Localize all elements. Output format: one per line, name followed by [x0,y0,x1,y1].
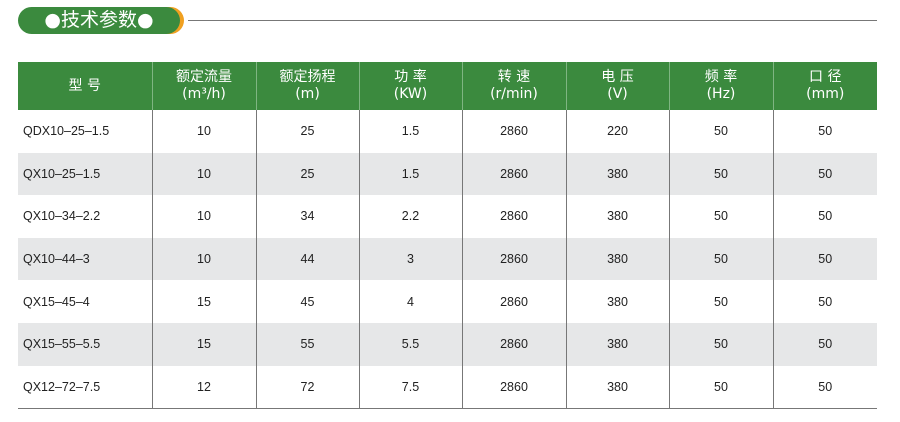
table-cell: QX10–34–2.2 [23,209,101,224]
table-cell: 380 [565,195,669,238]
table-row: QX10–34–2.2 10 34 2.2 2860 380 50 50 [18,195,877,238]
column-header: 口 径 (mm) [772,62,877,110]
table-cell: 380 [565,365,669,410]
table-cell: 15 [151,322,256,366]
header-line: (r/min) [490,86,538,102]
table-cell: 50 [668,195,773,238]
table-cell: 380 [565,237,669,281]
column-header: 转 速 (r/min) [461,62,566,110]
table-cell: 220 [565,110,669,153]
table-cell: QX15–55–5.5 [18,322,152,366]
table-cell: QDX10–25–1.5 [23,124,110,139]
table-cell: 2860 [461,280,566,323]
table-cell: 7.5 [358,365,462,410]
header-line: (KW) [393,86,428,102]
table-cell: 4 [358,280,462,323]
table-row: QX15–55–5.5 15 55 5.5 2860 380 50 50 [18,322,877,366]
header-line: (Hz) [706,86,736,102]
column-header: 功 率 (KW) [358,62,462,110]
table-cell: 44 [255,237,359,281]
table-cell: 72 [255,365,359,410]
table-cell: 50 [668,152,773,196]
table-cell: 50 [668,110,773,153]
table-row: QX15–45–4 15 45 4 2860 380 50 50 [18,280,877,323]
table-cell: 15 [151,280,256,323]
table-cell: QX10–25–1.5 [18,152,152,196]
column-header: 电 压 (V) [565,62,669,110]
table-cell: 10 [151,237,256,281]
table-cell: 45 [255,280,359,323]
table-cell: 2860 [461,322,566,366]
column-header: 频 率 (Hz) [668,62,773,110]
table-cell: 50 [668,322,773,366]
table-cell: 1.5 [358,152,462,196]
title-divider [188,20,877,21]
header-line: (m) [295,86,320,102]
header-line: 额定扬程 [279,69,336,85]
header-line: (V) [607,86,628,102]
table-cell: 25 [255,152,359,196]
table-cell: 50 [772,365,877,410]
header-line: 型 号 [68,77,101,94]
header-row: 型 号额定流量 (m³/h) 额定扬程 (m) 功 率 (KW) 转 速 (r/min) 电 压… [18,62,877,110]
table-row: QX10–25–1.5 10 25 1.5 2860 380 50 50 [18,152,877,196]
table-cell: 50 [772,110,877,153]
table-cell: 25 [255,110,359,153]
column-header: 额定流量 (m³/h) [151,62,256,110]
table-cell: 2860 [461,237,566,281]
table-cell: 10 [151,110,256,153]
table-row: QX10–44–3 10 44 3 2860 380 50 50 [18,237,877,281]
header-line: 转 速 [497,69,531,85]
column-header: 型 号 [18,62,152,110]
table-cell: 50 [772,195,877,238]
table-cell: 2860 [461,365,566,410]
column-header: 额定扬程 (m) [255,62,359,110]
table-cell: 50 [772,152,877,196]
table-cell: 50 [668,365,773,410]
table-cell: QX10–44–3 [18,237,152,281]
table-cell: 10 [151,152,256,196]
table-row: QX12–72–7.5 12 72 7.5 2860 380 50 50 [18,365,877,410]
table-cell: 50 [772,237,877,281]
table-cell: 2.2 [358,195,462,238]
table-cell: 2860 [461,110,566,153]
table-cell: 380 [565,280,669,323]
table-cell: 55 [255,322,359,366]
table-cell: QX12–72–7.5 [18,365,152,410]
table-cell: QX15–45–4 [23,294,90,309]
table-cell: 50 [668,237,773,281]
section-title: ●技术参数● [18,7,180,34]
header-line: 功 率 [394,69,427,85]
table-cell: 3 [358,237,462,281]
header-line: 额定流量 [176,69,232,85]
header-line: (mm) [806,86,845,102]
header-line: (m³/h) [182,86,226,102]
table-cell: 1.5 [358,110,462,153]
table-row: QDX10–25–1.5 10 25 1.5 2860 220 50 50 [18,110,877,153]
table-cell: 2860 [461,152,566,196]
table-cell: 50 [772,322,877,366]
table-cell: 34 [255,195,359,238]
table-cell: 10 [151,195,256,238]
table-cell: 380 [565,152,669,196]
header-line: 频 率 [704,69,738,85]
table-cell: 380 [565,322,669,366]
table-cell: 50 [772,280,877,323]
header-line: 口 径 [809,69,842,85]
table-cell: 50 [668,280,773,323]
table-cell: 2860 [461,195,566,238]
spec-table: 型 号额定流量 (m³/h) 额定扬程 (m) 功 率 (KW) 转 速 (r/min) 电 压… [18,62,877,410]
table-cell: 5.5 [358,322,462,366]
header-line: 电 压 [601,69,634,85]
table-cell: 12 [151,365,256,410]
